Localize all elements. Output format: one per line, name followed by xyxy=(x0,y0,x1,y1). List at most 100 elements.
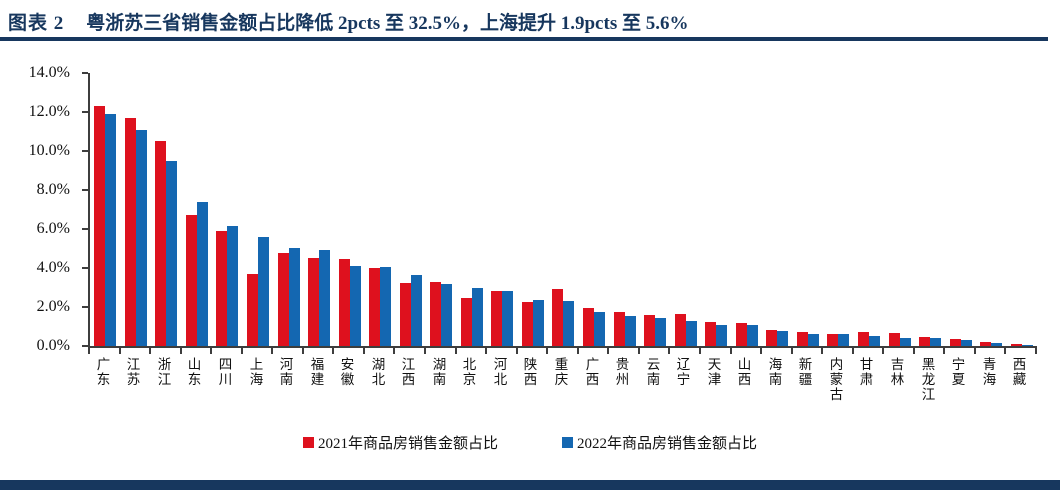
bar-2021-湖南 xyxy=(430,282,441,346)
bar-2022-山西 xyxy=(747,325,758,346)
bar-2022-北京 xyxy=(472,288,483,346)
legend-item-2022: 2022年商品房销售金额占比 xyxy=(562,432,757,453)
bar-2021-宁夏 xyxy=(950,339,961,346)
bar-2021-黑龙江 xyxy=(919,337,930,346)
bar-2022-山东 xyxy=(197,202,208,346)
x-tick-mark xyxy=(332,348,334,354)
bar-2021-山西 xyxy=(736,323,747,346)
bar-2022-广西 xyxy=(594,312,605,346)
bar-2022-河北 xyxy=(502,291,513,346)
bar-2022-甘肃 xyxy=(869,336,880,346)
legend-label: 2022年商品房销售金额占比 xyxy=(577,436,758,452)
bar-2022-云南 xyxy=(655,318,666,346)
bar-2021-天津 xyxy=(705,322,716,346)
chart-legend: 2021年商品房销售金额占比 2022年商品房销售金额占比 xyxy=(0,432,1060,453)
x-tick-mark xyxy=(699,348,701,354)
bar-2021-福建 xyxy=(308,258,319,346)
y-tick-mark xyxy=(82,72,88,74)
x-category-label: 山东 xyxy=(187,357,202,387)
x-category-label: 陕西 xyxy=(523,357,538,387)
bar-2022-河南 xyxy=(289,248,300,346)
bar-2022-西藏 xyxy=(1022,345,1033,346)
x-tick-mark xyxy=(485,348,487,354)
bar-2022-青海 xyxy=(991,343,1002,346)
y-tick-mark xyxy=(82,267,88,269)
x-tick-mark xyxy=(546,348,548,354)
bar-2021-青海 xyxy=(980,342,991,346)
bar-2021-山东 xyxy=(186,215,197,346)
x-category-label: 山西 xyxy=(737,357,752,387)
x-category-label: 黑龙江 xyxy=(921,357,936,402)
x-tick-mark xyxy=(119,348,121,354)
plot-area xyxy=(88,73,1037,348)
bar-2021-河南 xyxy=(278,253,289,346)
x-tick-mark xyxy=(668,348,670,354)
bar-2022-新疆 xyxy=(808,334,819,346)
x-category-label: 河北 xyxy=(493,357,508,387)
x-category-label: 重庆 xyxy=(554,357,569,387)
bar-2021-河北 xyxy=(491,291,502,346)
x-tick-mark xyxy=(882,348,884,354)
y-tick-mark xyxy=(82,189,88,191)
bar-2021-甘肃 xyxy=(858,332,869,346)
x-category-label: 安徽 xyxy=(340,357,355,387)
bar-2021-贵州 xyxy=(614,312,625,346)
bar-2021-江苏 xyxy=(125,118,136,346)
x-tick-mark xyxy=(821,348,823,354)
bar-2021-重庆 xyxy=(552,289,563,346)
bar-2022-宁夏 xyxy=(961,340,972,346)
bar-2021-广西 xyxy=(583,308,594,346)
bar-2021-内蒙古 xyxy=(827,334,838,346)
y-tick-mark xyxy=(82,306,88,308)
x-tick-mark xyxy=(791,348,793,354)
x-category-label: 北京 xyxy=(462,357,477,387)
bar-2021-陕西 xyxy=(522,302,533,346)
y-tick-label: 12.0% xyxy=(28,103,70,120)
legend-swatch-icon xyxy=(562,437,573,448)
x-category-label: 湖南 xyxy=(432,357,447,387)
x-tick-mark xyxy=(730,348,732,354)
x-category-label: 青海 xyxy=(982,357,997,387)
x-category-label: 四川 xyxy=(218,357,233,387)
x-tick-mark xyxy=(424,348,426,354)
bar-2021-辽宁 xyxy=(675,314,686,346)
bar-2022-江西 xyxy=(411,275,422,346)
x-tick-mark xyxy=(577,348,579,354)
x-category-label: 吉林 xyxy=(890,357,905,387)
figure-label: 图表 2 xyxy=(8,13,65,34)
x-category-label: 甘肃 xyxy=(859,357,874,387)
y-tick-label: 10.0% xyxy=(28,142,70,159)
x-tick-mark xyxy=(363,348,365,354)
y-tick-label: 4.0% xyxy=(36,259,70,276)
bar-2022-重庆 xyxy=(563,301,574,346)
bar-2022-天津 xyxy=(716,325,727,346)
x-category-label: 湖北 xyxy=(371,357,386,387)
x-tick-mark xyxy=(210,348,212,354)
x-category-label: 江西 xyxy=(401,357,416,387)
x-tick-mark xyxy=(302,348,304,354)
x-category-label: 西藏 xyxy=(1012,357,1027,387)
x-tick-mark xyxy=(638,348,640,354)
x-category-label: 天津 xyxy=(707,357,722,387)
x-tick-mark xyxy=(760,348,762,354)
bar-2021-浙江 xyxy=(155,141,166,346)
y-tick-mark xyxy=(82,150,88,152)
x-tick-mark xyxy=(393,348,395,354)
y-tick-mark xyxy=(82,111,88,113)
bar-2022-辽宁 xyxy=(686,321,697,346)
x-category-label: 内蒙古 xyxy=(829,357,844,402)
legend-item-2021: 2021年商品房销售金额占比 xyxy=(302,432,498,453)
bar-2022-福建 xyxy=(319,250,330,346)
x-category-label: 贵州 xyxy=(615,357,630,387)
bar-2022-湖北 xyxy=(380,267,391,346)
bar-2022-上海 xyxy=(258,237,269,346)
x-tick-mark xyxy=(974,348,976,354)
x-category-label: 江苏 xyxy=(126,357,141,387)
footer-divider xyxy=(0,480,1060,490)
x-category-label: 辽宁 xyxy=(676,357,691,387)
bar-2021-广东 xyxy=(94,106,105,346)
bar-2021-海南 xyxy=(766,330,777,346)
x-category-label: 河南 xyxy=(279,357,294,387)
legend-swatch-icon xyxy=(302,437,314,448)
